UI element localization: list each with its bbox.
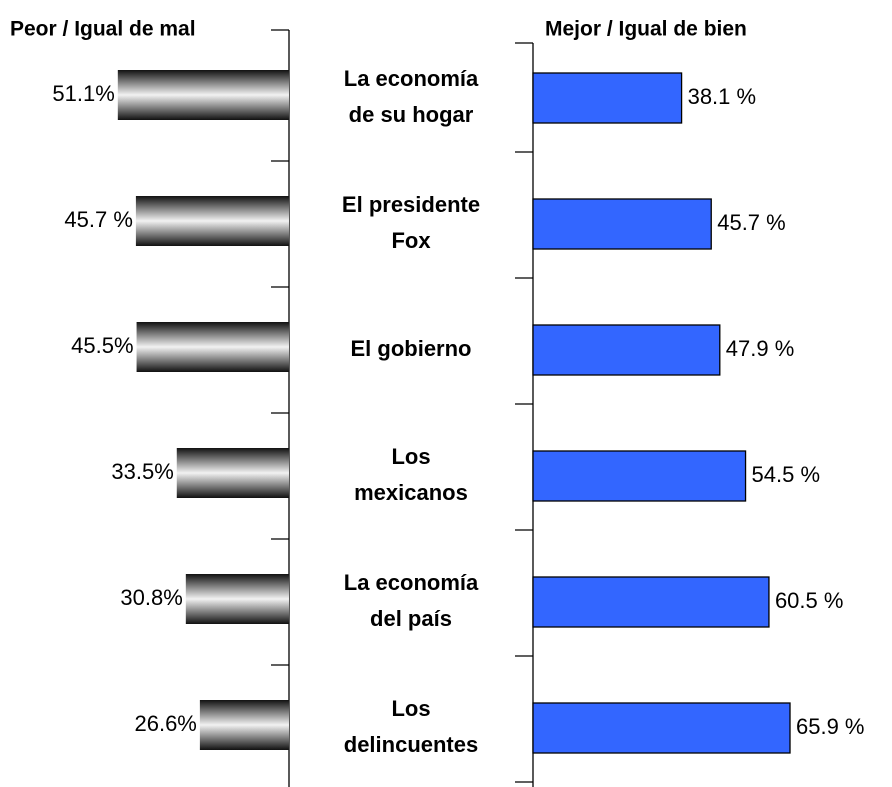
bar <box>176 448 289 498</box>
value-label: 45.7 % <box>64 207 133 232</box>
category-label: La economía <box>344 66 479 91</box>
bar <box>199 700 289 750</box>
category-label: delincuentes <box>344 732 478 757</box>
value-label: 60.5 % <box>775 588 844 613</box>
value-label: 54.5 % <box>752 462 821 487</box>
category-label: La economía <box>344 570 479 595</box>
bar <box>532 576 770 628</box>
category-label: El gobierno <box>351 336 472 361</box>
bar <box>135 196 289 246</box>
value-label: 33.5% <box>111 459 173 484</box>
value-label: 45.5% <box>71 333 133 358</box>
bar <box>532 702 791 754</box>
category-label: Los <box>391 444 430 469</box>
left-header: Peor / Igual de mal <box>10 18 196 41</box>
bar <box>532 450 747 502</box>
value-label: 26.6% <box>134 711 196 736</box>
category-label: Los <box>391 696 430 721</box>
value-label: 30.8% <box>120 585 182 610</box>
category-label: mexicanos <box>354 480 468 505</box>
bar <box>532 198 712 250</box>
category-label: El presidente <box>342 192 480 217</box>
bar <box>532 72 683 124</box>
value-label: 51.1% <box>52 81 114 106</box>
value-label: 45.7 % <box>717 210 786 235</box>
category-label: Fox <box>391 228 431 253</box>
bar <box>117 70 289 120</box>
category-label: del país <box>370 606 452 631</box>
value-label: 47.9 % <box>726 336 795 361</box>
right-header: Mejor / Igual de bien <box>545 18 747 41</box>
category-label: de su hogar <box>349 102 474 127</box>
bar <box>136 322 289 372</box>
bar <box>185 574 289 624</box>
value-label: 38.1 % <box>688 84 757 109</box>
bar <box>532 324 721 376</box>
value-label: 65.9 % <box>796 714 865 739</box>
